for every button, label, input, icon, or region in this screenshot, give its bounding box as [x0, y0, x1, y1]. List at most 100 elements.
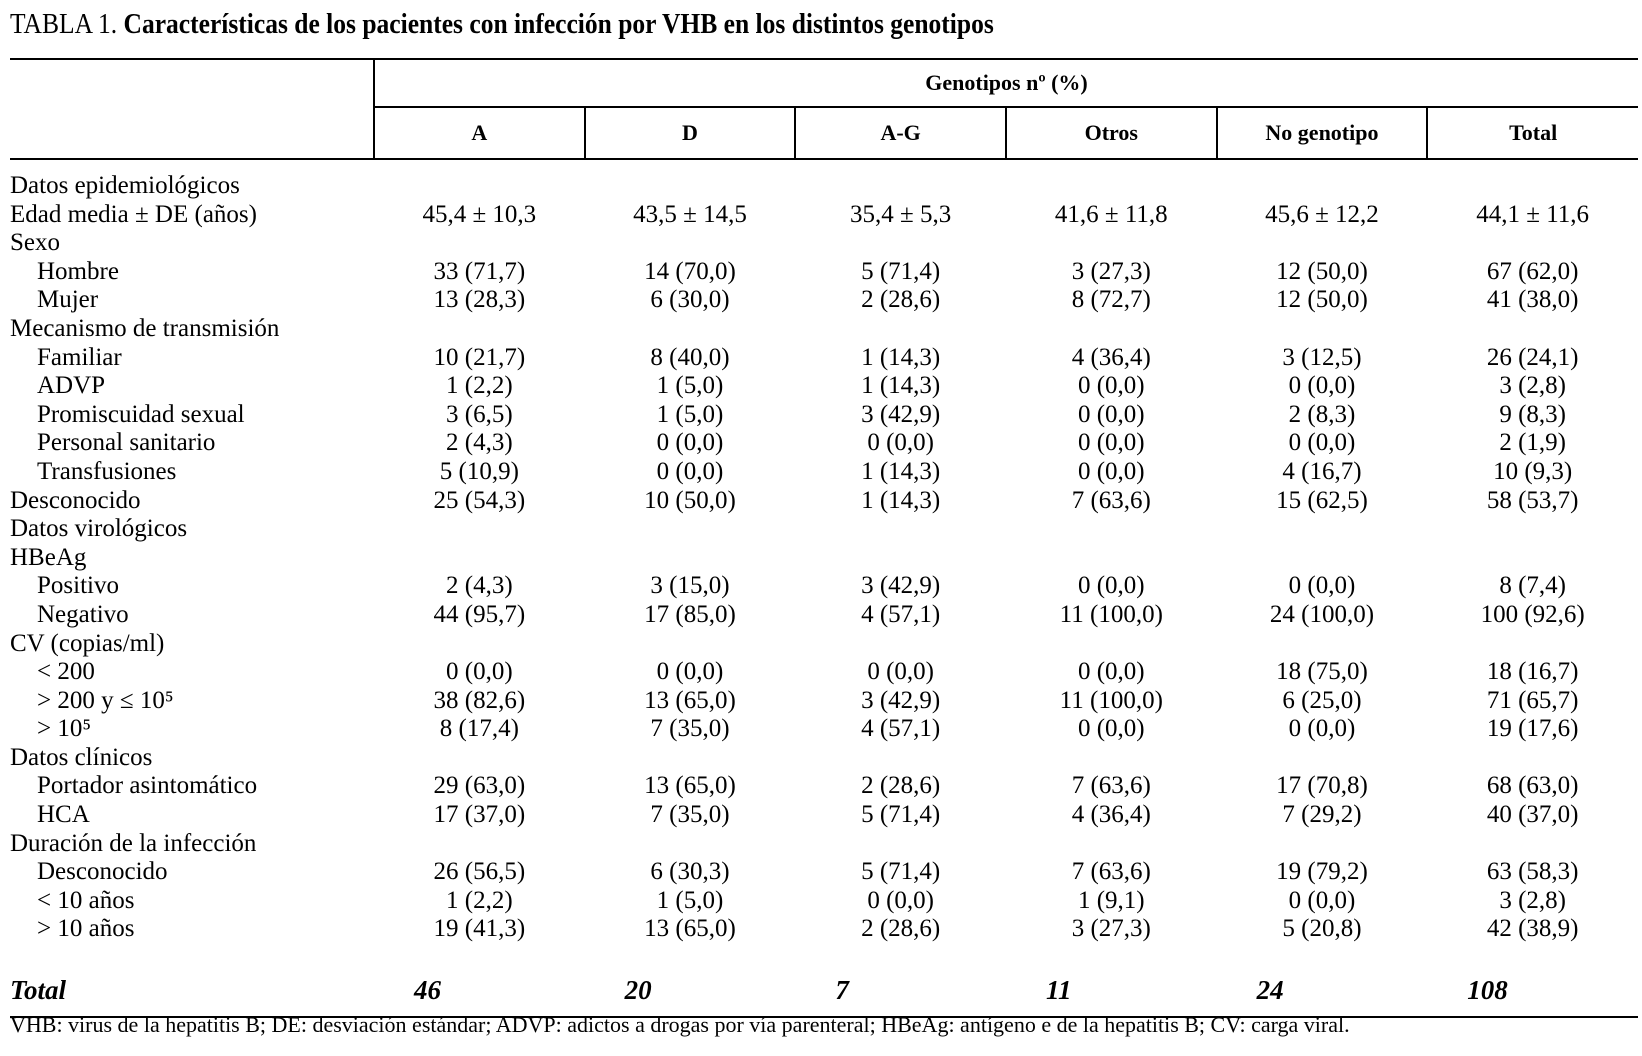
cell	[1427, 830, 1638, 859]
cell: 8 (40,0)	[650, 343, 730, 371]
cell: 40 (37,0)	[1486, 801, 1579, 829]
cell: 4 (57,1)	[861, 600, 941, 628]
cell	[1427, 630, 1638, 659]
cell: 1 (5,0)	[656, 400, 724, 428]
corner-cell	[10, 58, 374, 160]
cell: 5 (71,4)	[861, 801, 941, 829]
title-label: TABLA 1.	[10, 8, 118, 40]
row-label: Desconocido	[37, 858, 168, 886]
cell	[585, 159, 796, 201]
cell: 19 (17,6)	[1486, 715, 1579, 743]
cell	[1427, 744, 1638, 773]
table-row: < 10 años 1 (2,2) 1 (5,0) 0 (0,0) 1 (9,1) 0 (…	[10, 887, 1638, 916]
cell: 6 (25,0)	[1282, 686, 1362, 714]
table-row: Familiar 10 (21,7) 8 (40,0) 1 (14,3) 4 (36,4…	[10, 344, 1638, 373]
cell	[1217, 830, 1428, 859]
cell: 1 (2,2)	[446, 372, 513, 400]
cell	[795, 744, 1006, 773]
table-title: TABLA 1. Características de los paciente…	[10, 8, 994, 41]
total-cell: 7	[795, 944, 1006, 1019]
row-label: Promiscuidad sexual	[37, 400, 245, 428]
table-row: Promiscuidad sexual 3 (6,5) 1 (5,0) 3 (42,9…	[10, 401, 1638, 430]
table-row: CV (copias/ml)	[10, 630, 1638, 659]
table-row: > 200 y ≤ 10⁵ 38 (82,6) 13 (65,0) 3 (42,9) 1…	[10, 687, 1638, 716]
cell: 10 (21,7)	[433, 343, 526, 371]
cell: 3 (42,9)	[861, 686, 941, 714]
table-row: Datos virológicos	[10, 515, 1638, 544]
row-label: HCA	[37, 801, 90, 829]
cell: 19 (41,3)	[433, 915, 526, 943]
cell	[585, 229, 796, 258]
cell: 58 (53,7)	[1486, 486, 1579, 514]
row-label: Personal sanitario	[37, 429, 216, 457]
cell	[795, 159, 1006, 201]
row-label: > 10 años	[37, 915, 135, 943]
cell: 7 (35,0)	[650, 715, 730, 743]
cell: 17 (70,8)	[1276, 772, 1368, 800]
cell	[1217, 630, 1428, 659]
row-label: < 200	[37, 658, 95, 686]
row-label: Duración de la infección	[10, 829, 257, 857]
cell: 1 (14,3)	[861, 372, 941, 400]
footnote: VHB: virus de la hepatitis B; DE: desvia…	[10, 1012, 1350, 1037]
cell: 1 (5,0)	[656, 372, 724, 400]
table-row: Duración de la infección	[10, 830, 1638, 859]
cell: 7 (63,6)	[1071, 486, 1151, 514]
cell: 0 (0,0)	[1077, 457, 1145, 485]
table-row: > 10 años 19 (41,3) 13 (65,0) 2 (28,6) 3 (27…	[10, 915, 1638, 944]
table-row: Mujer 13 (28,3) 6 (30,0) 2 (28,6) 8 (72,7) 12…	[10, 286, 1638, 315]
row-label: HBeAg	[10, 543, 87, 571]
cell: 0 (0,0)	[1077, 658, 1145, 686]
cell: 0 (0,0)	[1288, 572, 1356, 600]
cell: 13 (65,0)	[644, 772, 736, 800]
table-row: HCA 17 (37,0) 7 (35,0) 5 (71,4) 4 (36,4) 7 (2…	[10, 801, 1638, 830]
cell	[1006, 830, 1217, 859]
cell: 11 (100,0)	[1059, 686, 1163, 714]
cell: 2 (4,3)	[446, 429, 513, 457]
cell	[1006, 744, 1217, 773]
cell: 3 (15,0)	[650, 572, 730, 600]
cell	[795, 830, 1006, 859]
table-row: Hombre 33 (71,7) 14 (70,0) 5 (71,4) 3 (27,3)…	[10, 258, 1638, 287]
total-label: Total	[10, 944, 374, 1019]
cell: 13 (65,0)	[644, 686, 736, 714]
cell: 3 (2,8)	[1499, 886, 1566, 914]
cell: 63 (58,3)	[1486, 858, 1579, 886]
cell: 13 (65,0)	[644, 915, 736, 943]
cell: 0 (0,0)	[1288, 715, 1356, 743]
cell	[1006, 515, 1217, 544]
cell	[795, 544, 1006, 573]
row-label: Transfusiones	[37, 457, 177, 485]
cell	[1006, 229, 1217, 258]
column-header: A	[373, 107, 585, 160]
cell: 25 (54,3)	[433, 486, 526, 514]
cell: 5 (10,9)	[439, 457, 519, 485]
row-label: Datos epidemiológicos	[10, 172, 240, 199]
cell	[1427, 315, 1638, 344]
cell: 1 (2,2)	[446, 886, 513, 914]
cell	[1427, 544, 1638, 573]
cell: 71 (65,7)	[1486, 686, 1579, 714]
cell: 26 (56,5)	[433, 858, 526, 886]
column-header: D	[583, 107, 796, 160]
cell: 3 (27,3)	[1071, 257, 1151, 285]
cell: 0 (0,0)	[1077, 372, 1145, 400]
cell: 3 (6,5)	[446, 400, 513, 428]
row-label: Mecanismo de transmisión	[10, 314, 280, 342]
cell	[1006, 544, 1217, 573]
cell: 0 (0,0)	[1288, 429, 1356, 457]
cell: 0 (0,0)	[446, 658, 513, 686]
cell: 18 (16,7)	[1486, 658, 1579, 686]
table-row: Negativo 44 (95,7) 17 (85,0) 4 (57,1) 11 (10…	[10, 601, 1638, 630]
row-label: Datos clínicos	[10, 743, 153, 771]
cell: 3 (42,9)	[861, 400, 941, 428]
cell: 2 (8,3)	[1288, 400, 1356, 428]
table-row: Edad media ± DE (años) 45,4 ± 10,3 43,5 ± …	[10, 201, 1638, 230]
cell: 1 (14,3)	[861, 486, 941, 514]
cell: 2 (28,6)	[861, 286, 941, 314]
cell: 4 (16,7)	[1282, 457, 1362, 485]
cell: 41,6 ± 11,8	[1054, 200, 1168, 228]
cell: 2 (28,6)	[861, 772, 941, 800]
column-header: Otros	[1004, 107, 1217, 160]
